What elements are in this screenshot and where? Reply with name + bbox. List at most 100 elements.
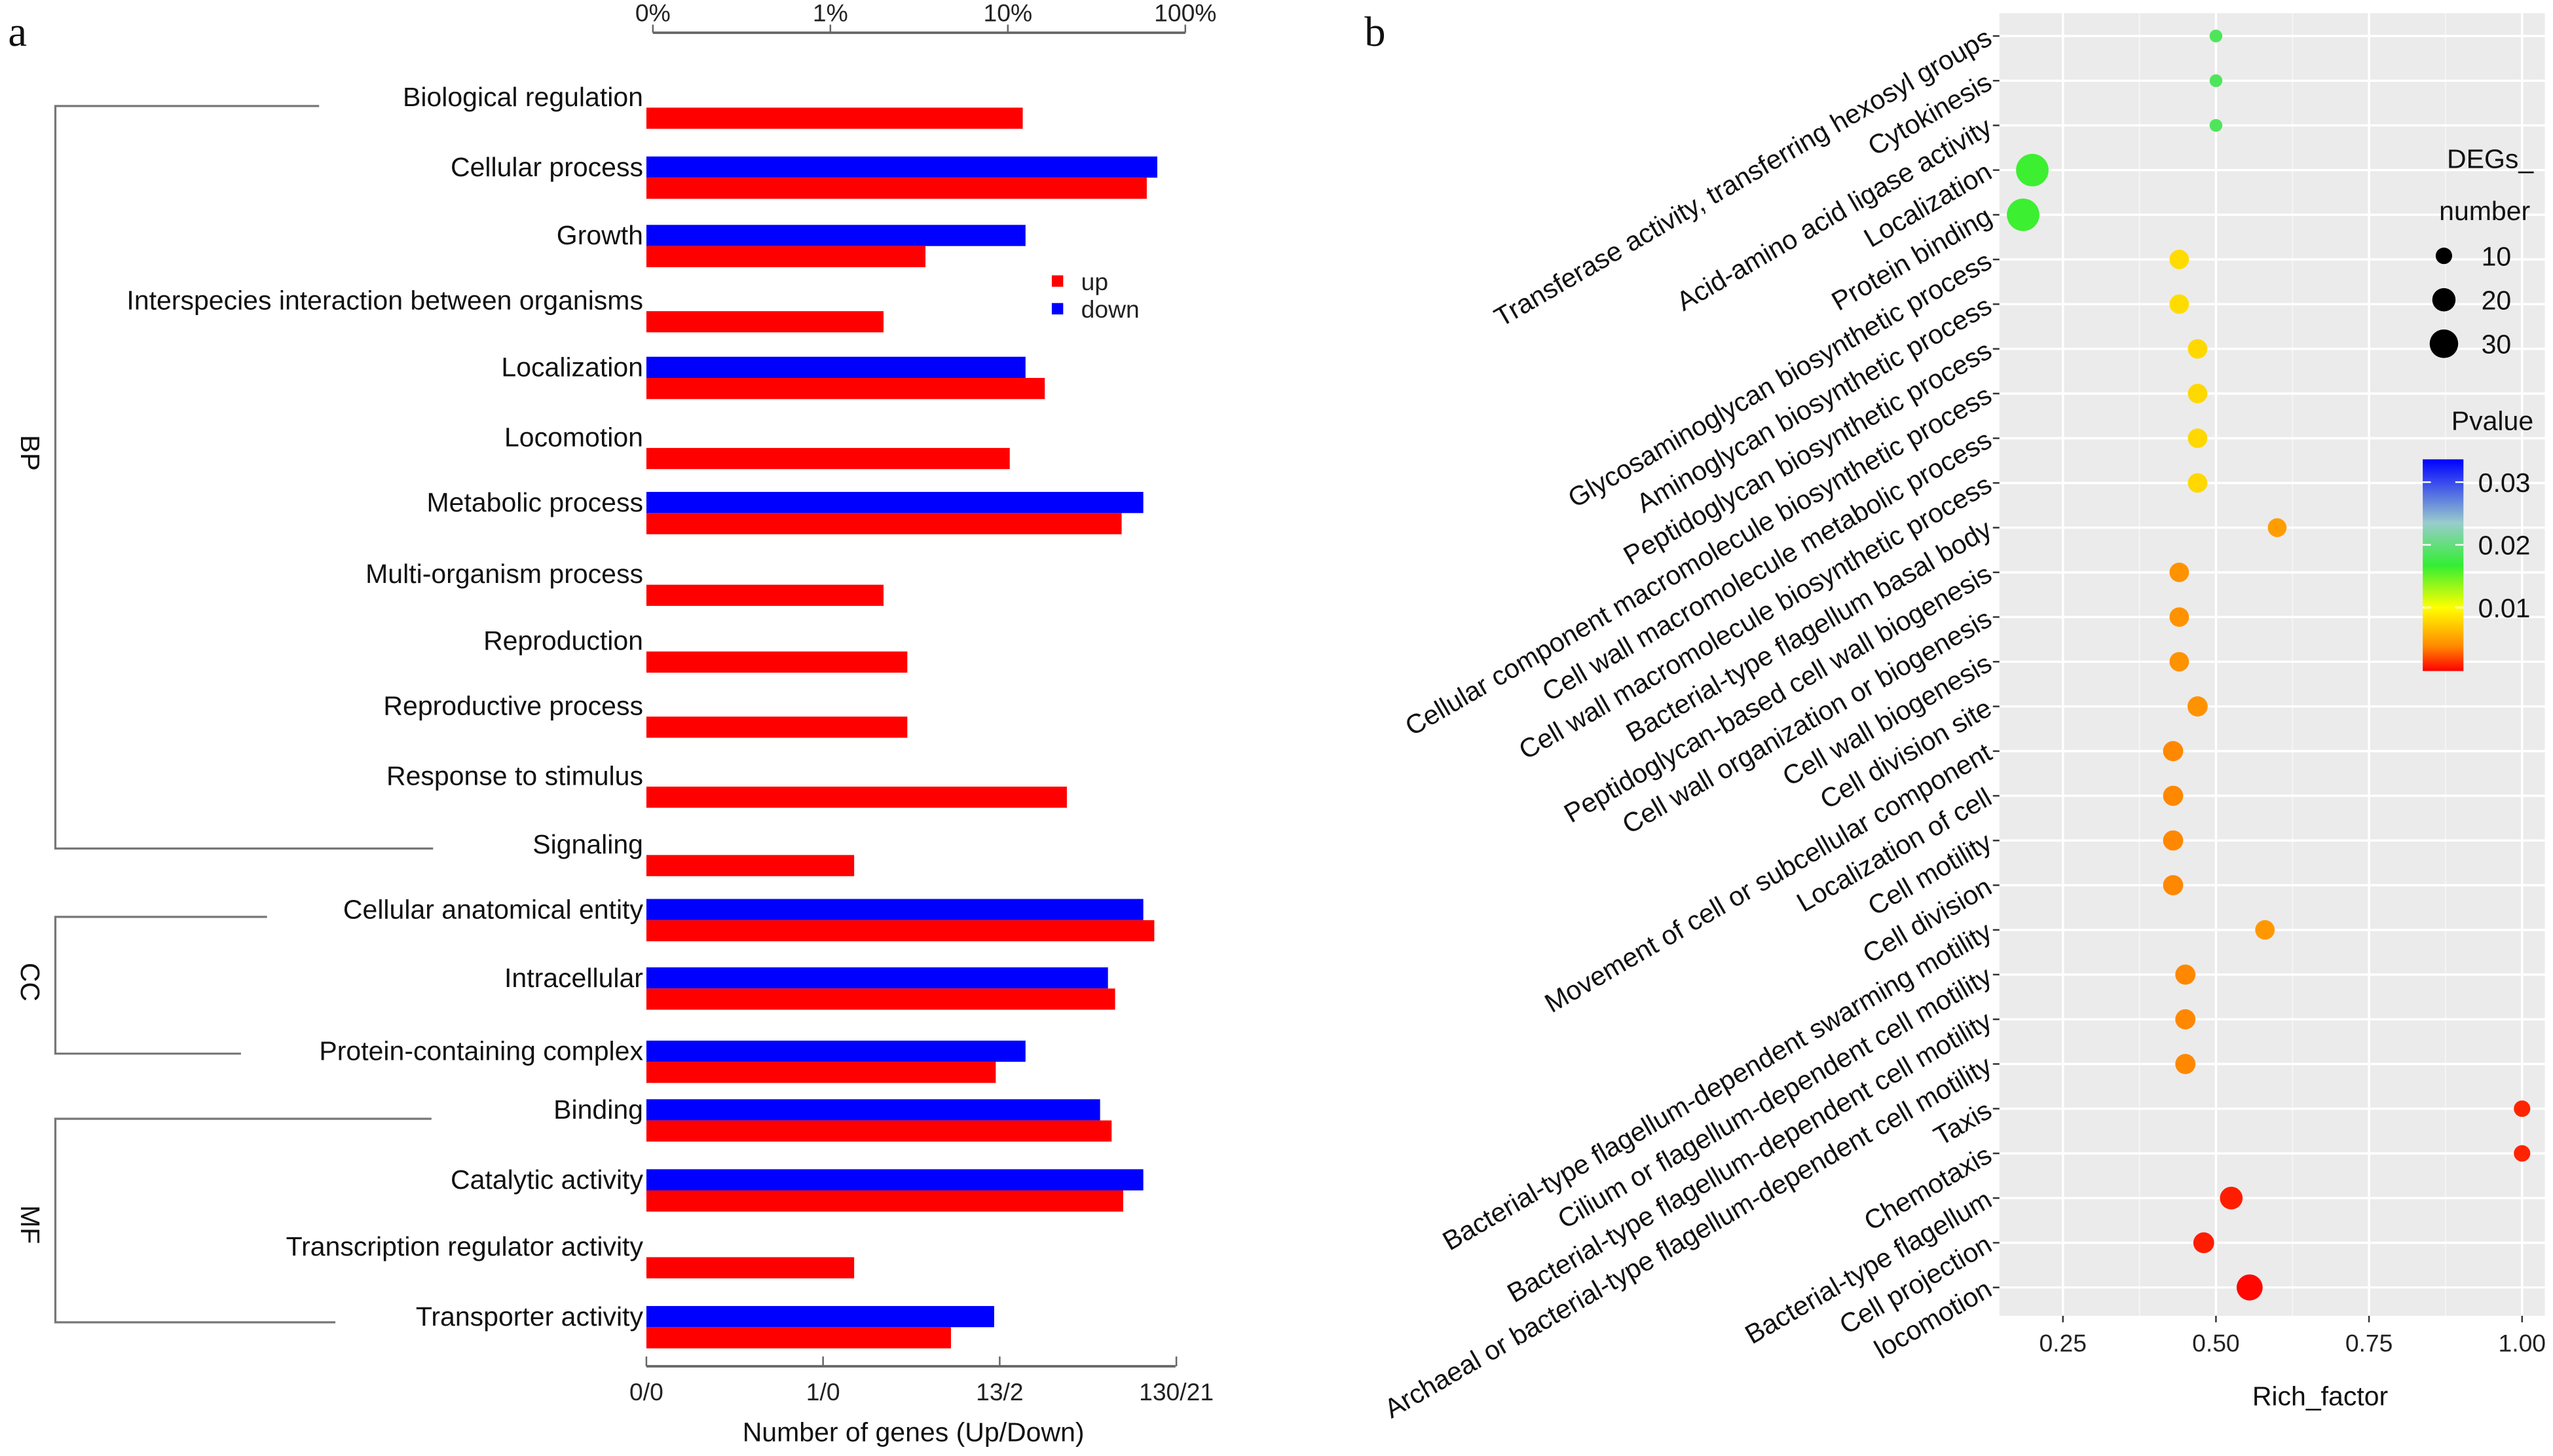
size-legend-label: 30 [2482, 329, 2512, 360]
data-point [2514, 1145, 2531, 1162]
bar-up [646, 920, 1155, 942]
category-label: Reproduction [483, 625, 643, 656]
data-point [2169, 250, 2190, 270]
data-point [2169, 607, 2190, 627]
x-tick-label: 0.25 [2039, 1330, 2087, 1357]
category-label: Metabolic process [427, 487, 643, 517]
category-label: Protein-containing complex [319, 1036, 643, 1066]
bar-down [646, 899, 1144, 920]
top-tick-label: 1% [813, 0, 848, 27]
legend-label-down: down [1081, 295, 1140, 323]
category-label: Signaling [532, 829, 643, 859]
data-point [2169, 652, 2190, 672]
category-label: Cellular process [451, 152, 643, 182]
category-label: Cellular anatomical entity [343, 894, 644, 924]
data-point [2514, 1100, 2531, 1117]
size-legend-label: 20 [2482, 286, 2512, 316]
data-point [2209, 29, 2223, 43]
group-label: BP [15, 435, 45, 471]
bar-down [646, 967, 1108, 989]
top-tick-label: 0% [635, 0, 671, 27]
category-label: Binding [553, 1094, 643, 1125]
x-axis-label-b: Rich_factor [2252, 1381, 2388, 1411]
data-point [2169, 562, 2190, 582]
group-bracket [54, 916, 267, 1055]
color-legend-label: 0.03 [2478, 468, 2531, 498]
color-bar [2423, 459, 2464, 671]
category-label: Intracellular [504, 963, 643, 993]
bar-up [646, 855, 855, 876]
category-label: Biological regulation [403, 82, 643, 112]
data-point [2188, 339, 2208, 359]
bar-up [646, 513, 1122, 534]
data-point [2188, 428, 2208, 449]
bar-down [646, 156, 1158, 178]
bar-down [646, 356, 1026, 379]
size-legend-dot [2432, 288, 2456, 312]
bar-up [646, 786, 1067, 808]
color-legend-label: 0.02 [2478, 531, 2531, 561]
top-tick-label: 100% [1154, 0, 1216, 27]
bar-up [646, 1257, 855, 1279]
size-legend-dot [2429, 329, 2459, 358]
data-point [2188, 383, 2208, 403]
top-tick-label: 10% [984, 0, 1033, 27]
data-point [2175, 1054, 2196, 1074]
size-legend-title-2: number [2439, 196, 2530, 226]
bar-down [646, 1099, 1100, 1121]
panel-b-label: b [1364, 8, 1385, 55]
data-point [2163, 830, 2184, 851]
bar-up [646, 584, 884, 607]
category-label: Transcription regulator activity [286, 1231, 644, 1261]
bar-down [646, 492, 1144, 513]
data-point [2187, 696, 2208, 717]
bottom-tick-label: 13/2 [976, 1378, 1024, 1406]
bar-down [646, 1306, 994, 1328]
bar-up [646, 311, 884, 333]
data-point [2163, 875, 2184, 895]
data-point [2175, 1009, 2196, 1030]
bar-up [646, 177, 1147, 199]
data-point [2255, 920, 2275, 940]
bottom-tick-label: 1/0 [806, 1378, 840, 1406]
group-label: MF [15, 1205, 45, 1244]
bar-up [646, 651, 908, 673]
data-point [2209, 119, 2223, 132]
color-legend-title: Pvalue [2451, 406, 2533, 436]
group-bracket [54, 105, 434, 850]
bar-chart: 0% 1% 10% 100% 0/0 1/0 13/2 130/21 Biological re… [15, 0, 1216, 1406]
bar-up [646, 1190, 1123, 1212]
size-legend-title: DEGs_ [2447, 143, 2534, 174]
category-label: Transporter activity [416, 1301, 644, 1332]
data-point [2163, 785, 2184, 806]
x-axis-label-a: Number of genes (Up/Down) [743, 1417, 1085, 1447]
x-tick-label: 1.00 [2499, 1330, 2546, 1357]
bar-down [646, 225, 1026, 246]
bar-up [646, 1327, 952, 1349]
bar-up [646, 988, 1115, 1010]
bubble-chart: Transferase activity, transferring hexos… [1379, 13, 2546, 1424]
bar-up [646, 1120, 1112, 1142]
bar-up [646, 447, 1010, 470]
data-point [2007, 198, 2040, 231]
data-point [2209, 74, 2223, 87]
data-point [2193, 1232, 2214, 1254]
data-point [2220, 1186, 2243, 1210]
panel-a-label: a [8, 8, 27, 55]
category-label: Reproductive process [383, 691, 643, 721]
bar-down [646, 1169, 1144, 1191]
category-label: Interspecies interaction between organis… [126, 286, 643, 316]
size-legend-dot [2435, 247, 2453, 265]
data-point [2016, 153, 2049, 187]
data-point [2163, 741, 2184, 762]
bar-up [646, 107, 1023, 129]
data-point [2169, 294, 2190, 314]
x-tick-label: 0.50 [2192, 1330, 2240, 1357]
x-tick-label: 0.75 [2345, 1330, 2393, 1357]
data-point [2236, 1274, 2263, 1301]
legend-swatch-down [1051, 303, 1064, 315]
data-point [2188, 473, 2208, 493]
data-point [2267, 518, 2287, 537]
category-label: Localization [501, 352, 643, 383]
